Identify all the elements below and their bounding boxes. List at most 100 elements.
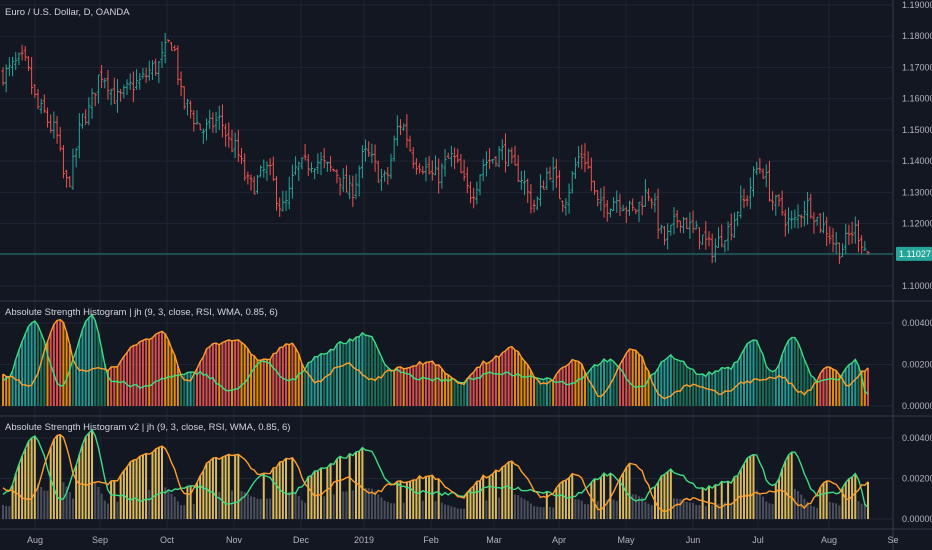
- histogram-bar: [288, 344, 291, 406]
- ohlc-bar: [281, 190, 285, 212]
- histogram-bar: [135, 459, 138, 519]
- histogram-bar: [583, 504, 586, 519]
- ohlc-bar: [309, 162, 314, 173]
- histogram-bar: [596, 501, 599, 519]
- histogram-bar: [828, 501, 831, 519]
- ohlc-bar: [462, 159, 466, 181]
- ohlc-bar: [379, 168, 384, 191]
- histogram-bar: [583, 372, 586, 406]
- histogram-bar: [501, 467, 504, 519]
- ohlc-bar: [182, 86, 186, 110]
- histogram-bar: [113, 480, 116, 519]
- histogram-bar: [784, 346, 787, 406]
- histogram-bar: [787, 340, 790, 406]
- histogram-bar: [854, 359, 857, 406]
- ohlc-bar: [459, 154, 463, 174]
- ohlc-bar: [481, 159, 485, 182]
- histogram-bar: [603, 473, 606, 519]
- histogram-bar: [453, 507, 456, 519]
- histogram-bar: [103, 364, 106, 406]
- histogram-bar: [176, 501, 179, 519]
- histogram-bar: [170, 493, 173, 519]
- histogram-bar: [237, 454, 240, 519]
- ohlc-bar: [265, 161, 269, 181]
- histogram-1-title: Absolute Strength Histogram | jh (9, 3, …: [5, 307, 278, 318]
- time-tick-label: Aug: [27, 535, 43, 545]
- histogram-bar: [727, 367, 730, 406]
- histogram-bar: [351, 340, 354, 406]
- histogram-bar: [768, 503, 771, 519]
- histogram-bar: [265, 359, 268, 406]
- histogram-bar: [606, 499, 609, 519]
- ohlc-bar: [278, 197, 282, 217]
- histogram-bar: [526, 364, 529, 406]
- histogram-bar: [784, 461, 787, 519]
- histogram-bar: [580, 364, 583, 406]
- histogram-bar: [730, 369, 733, 406]
- ohlc-bar: [748, 177, 752, 210]
- histogram-panel-2[interactable]: [2, 428, 869, 519]
- histogram-bar: [62, 482, 65, 519]
- histogram-bar: [561, 481, 564, 519]
- ohlc-bar: [313, 168, 317, 180]
- histogram-bar: [669, 354, 672, 406]
- histogram-bar: [494, 355, 497, 406]
- ohlc-bar: [599, 188, 603, 211]
- histogram-bar: [634, 494, 637, 519]
- histogram-bar: [771, 371, 774, 406]
- histogram-bar: [717, 371, 720, 406]
- ohlc-bar: [739, 185, 743, 219]
- histogram-bar: [765, 366, 768, 406]
- ohlc-bar: [745, 195, 749, 207]
- histogram-bar: [342, 491, 345, 519]
- histogram-bar: [399, 480, 402, 519]
- histogram-bar: [351, 490, 354, 519]
- histogram-bar: [539, 378, 542, 406]
- ohlc-bar: [395, 115, 399, 147]
- ohlc-bar: [755, 161, 759, 176]
- histogram-bar: [704, 376, 707, 406]
- ohlc-bar: [103, 77, 107, 89]
- histogram-bar: [520, 497, 523, 519]
- histogram-bar: [84, 321, 87, 406]
- histogram-bar: [129, 462, 132, 519]
- histogram-bar: [240, 491, 243, 519]
- ohlc-bar: [230, 129, 234, 153]
- histogram-bar: [412, 479, 415, 519]
- time-tick-label: Se: [887, 535, 898, 545]
- histogram-bar: [113, 366, 116, 406]
- ohlc-bar: [577, 146, 581, 168]
- histogram-bar: [27, 326, 30, 406]
- price-panel[interactable]: [0, 32, 893, 264]
- histogram-bar: [653, 486, 656, 519]
- histogram-bar: [669, 469, 672, 519]
- ohlc-bar: [68, 176, 72, 188]
- ohlc-bar: [303, 143, 307, 161]
- ohlc-bar: [341, 168, 345, 192]
- histogram-bar: [552, 380, 555, 406]
- histogram-bar: [444, 504, 447, 519]
- histogram-bar: [304, 369, 307, 406]
- ohlc-bar: [736, 211, 740, 227]
- ohlc-bar: [697, 227, 702, 250]
- ohlc-bar: [39, 98, 43, 114]
- histogram-bar: [504, 465, 507, 519]
- histogram-bar: [545, 377, 548, 406]
- histogram-bar: [491, 473, 494, 519]
- histogram-bar: [472, 372, 475, 406]
- histogram-bar: [2, 374, 4, 406]
- ohlc-bar: [74, 147, 78, 168]
- ohlc-bar: [446, 152, 450, 159]
- histogram-bar: [310, 361, 313, 406]
- ohlc-bar: [271, 156, 275, 181]
- histogram-panel-1[interactable]: [2, 313, 869, 406]
- ohlc-bar: [128, 73, 132, 90]
- ohlc-bar: [233, 132, 237, 158]
- histogram-bar: [653, 373, 656, 406]
- histogram-bar: [701, 374, 704, 406]
- ohlc-bar: [297, 161, 301, 181]
- histogram-bar: [800, 494, 803, 519]
- histogram-bar: [386, 502, 389, 519]
- histogram-bar: [253, 355, 256, 406]
